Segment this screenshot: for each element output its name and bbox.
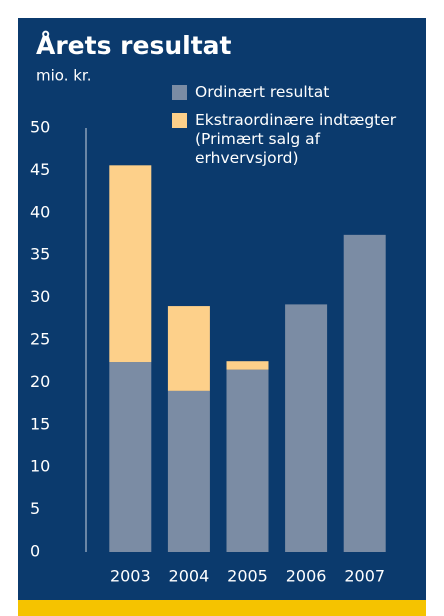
legend-item: Ekstraordinære indtægter (Primært salg a… xyxy=(172,111,423,168)
y-tick-label: 30 xyxy=(30,287,50,306)
legend-swatch xyxy=(172,85,187,100)
bar-segment xyxy=(109,362,152,552)
bar-segment xyxy=(226,361,269,370)
bar-segment xyxy=(226,369,269,552)
y-tick-label: 25 xyxy=(30,330,50,349)
bar-segment xyxy=(343,234,386,552)
y-axis-label: mio. kr. xyxy=(36,67,91,85)
chart-title: Årets resultat xyxy=(36,31,232,60)
footer-strip xyxy=(18,600,426,616)
x-tick-label: 2007 xyxy=(344,567,385,586)
x-tick-label: 2005 xyxy=(227,567,268,586)
y-tick-label: 0 xyxy=(30,542,40,561)
legend-label: Ekstraordinære indtægter (Primært salg a… xyxy=(195,111,397,167)
y-tick-label: 40 xyxy=(30,202,50,221)
y-tick-label: 5 xyxy=(30,499,40,518)
y-tick-label: 20 xyxy=(30,372,50,391)
x-tick-label: 2003 xyxy=(110,567,151,586)
bar-segment xyxy=(167,390,210,552)
x-tick-label: 2004 xyxy=(169,567,210,586)
x-tick-label: 2006 xyxy=(286,567,327,586)
bar-segment xyxy=(109,165,152,363)
bar-segment xyxy=(285,304,328,552)
y-tick-label: 15 xyxy=(30,414,50,433)
y-tick-label: 45 xyxy=(30,160,50,179)
legend-label: Ordinært resultat xyxy=(195,83,330,101)
legend-swatch xyxy=(172,113,187,128)
y-tick-label: 35 xyxy=(30,245,50,264)
y-tick-label: 10 xyxy=(30,457,50,476)
legend-item: Ordinært resultat xyxy=(172,83,423,102)
y-tick-label: 50 xyxy=(30,118,50,137)
bar-segment xyxy=(167,306,210,391)
